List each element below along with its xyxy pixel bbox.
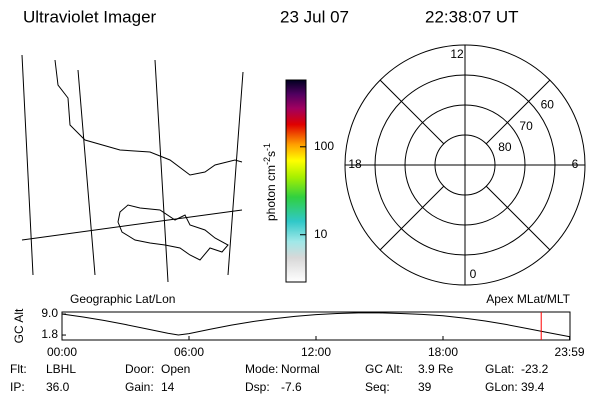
mlt-label: 18 <box>348 157 362 171</box>
mlt-label: 0 <box>470 267 477 281</box>
status-value: 14 <box>161 380 175 394</box>
status-label: GLat: <box>485 362 514 376</box>
lat-label: 60 <box>541 98 555 112</box>
x-tick-label: 00:00 <box>47 345 77 359</box>
lat-ring <box>434 134 496 196</box>
status-value: Normal <box>281 362 320 376</box>
status-value: Open <box>161 362 190 376</box>
y-tick-label: 1.8 <box>41 327 58 341</box>
label-part: s <box>264 151 278 157</box>
title: Ultraviolet Imager <box>23 7 157 26</box>
x-tick-label: 06:00 <box>174 345 204 359</box>
time: 22:38:07 UT <box>425 7 519 26</box>
y-axis-label: GC Alt <box>12 308 26 343</box>
x-tick-label: 18:00 <box>428 345 458 359</box>
lat-label: 70 <box>519 119 533 133</box>
colorbar-scale <box>285 79 307 283</box>
status-value: 39.4 <box>521 380 545 394</box>
lat-ring <box>344 44 586 286</box>
status-label: Gain: <box>125 380 154 394</box>
status-value: -7.6 <box>281 380 302 394</box>
y-tick-label: 9.0 <box>41 306 58 320</box>
x-tick-label: 23:59 <box>555 345 585 359</box>
status-value: -23.2 <box>521 362 549 376</box>
status-label: IP: <box>10 380 25 394</box>
status-label: Mode: <box>245 362 278 376</box>
status-label: GLon: <box>485 380 518 394</box>
label-part: photon cm <box>264 165 278 221</box>
status-value: 36.0 <box>46 380 70 394</box>
mlt-label: 12 <box>450 47 464 61</box>
mlt-label: 6 <box>572 157 579 171</box>
date: 23 Jul 07 <box>280 7 349 26</box>
status-label: GC Alt: <box>365 362 403 376</box>
status-label: Dsp: <box>245 380 270 394</box>
lat-label: 80 <box>498 140 512 154</box>
status-value: LBHL <box>46 362 76 376</box>
polar-plot <box>345 45 585 285</box>
lat-ring <box>404 104 526 226</box>
status-label: Seq: <box>365 380 390 394</box>
label-part: -1 <box>262 143 272 151</box>
status-label: Flt: <box>10 362 27 376</box>
colorbar-tick-label: 10 <box>314 227 328 241</box>
colorbar-tick-label: 100 <box>314 139 334 153</box>
right-title: Apex MLat/MLT <box>486 292 570 306</box>
status-value: 3.9 Re <box>418 362 454 376</box>
status-label: Door: <box>125 362 154 376</box>
map <box>21 54 244 283</box>
colorbar-label: photon cm-2s-1 <box>262 143 278 221</box>
left-title: Geographic Lat/Lon <box>70 292 175 306</box>
plot-frame <box>61 311 571 341</box>
label-part: -2 <box>262 157 272 165</box>
status-value: 39 <box>418 380 432 394</box>
colorbar: photon cm-2s-1 <box>262 79 307 283</box>
x-tick-label: 12:00 <box>301 345 331 359</box>
lat-ring <box>374 74 556 256</box>
altitude-line <box>61 312 571 338</box>
